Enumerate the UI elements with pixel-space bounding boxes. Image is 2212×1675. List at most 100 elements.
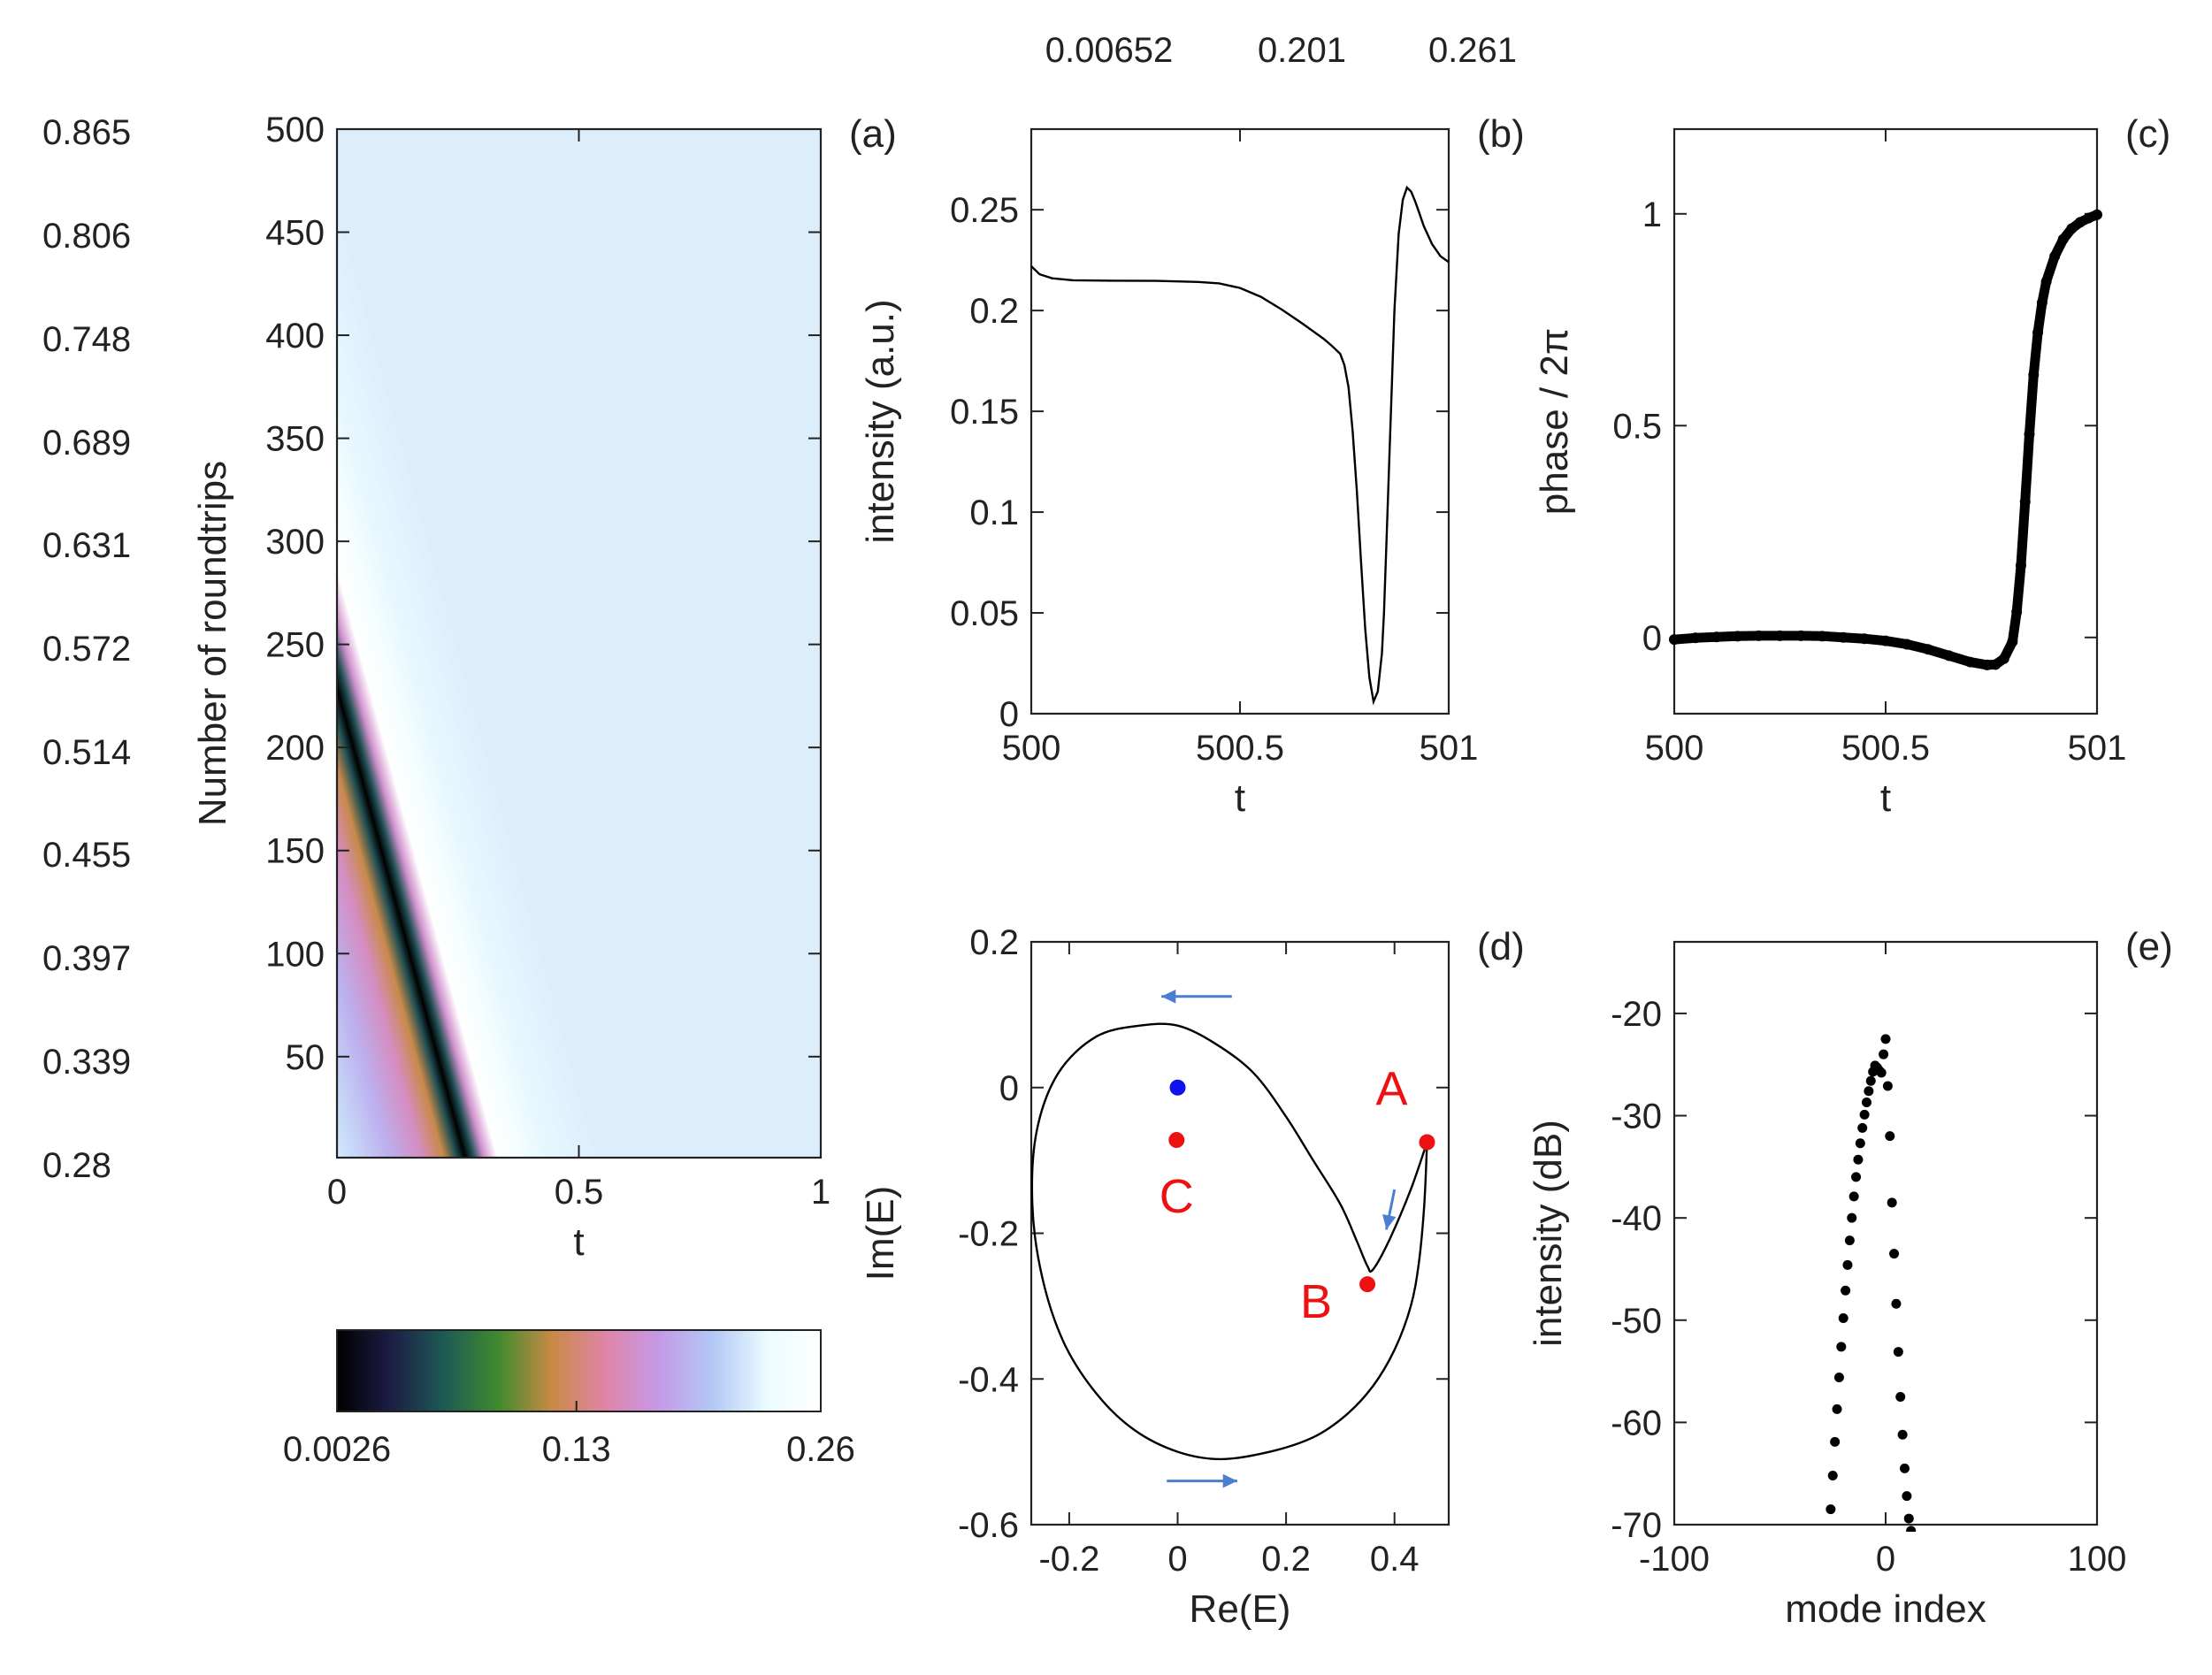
y-tick-label: 100	[265, 935, 325, 974]
spectrum-point	[1902, 1491, 1912, 1502]
y-tick-label: -60	[1611, 1403, 1662, 1442]
point-c	[1168, 1132, 1185, 1149]
phase-point	[2066, 223, 2078, 234]
y-tick-label: 1	[1642, 195, 1662, 234]
y-axis-label: intensity (dB)	[1527, 1120, 1570, 1347]
x-axis-label: t	[1235, 776, 1245, 820]
phase-point	[2011, 607, 2023, 618]
spectrum-point	[1876, 1067, 1887, 1078]
x-tick-label: 500	[1645, 729, 1704, 768]
spectrum-point	[1903, 1513, 1914, 1524]
y-tick-label: 0.1	[969, 493, 1019, 532]
phase-point	[1964, 656, 1976, 668]
panel-e-spectrum: -100 0 100 -70 -60 -50 -40 -30 -20 mode index inte…	[1527, 925, 2173, 1631]
spectrum-point	[1887, 1197, 1897, 1208]
y-tick-label: -0.6	[958, 1506, 1019, 1545]
y-tick-label: 0.05	[950, 594, 1019, 633]
spectrum-point	[1827, 1471, 1838, 1481]
x-tick-label: 501	[1420, 729, 1479, 768]
phase-point	[1774, 630, 1786, 641]
heatmap-band-group	[337, 129, 606, 1158]
y-tick-label: -0.2	[958, 1215, 1019, 1254]
y-tick-label: -20	[1611, 995, 1662, 1034]
spectrum-point	[1889, 1249, 1900, 1259]
panel-label: (e)	[2125, 925, 2173, 968]
point-label: C	[1160, 1170, 1194, 1223]
phase-point	[1981, 659, 1993, 670]
y-tick-label: -40	[1611, 1199, 1662, 1238]
phase-point	[1880, 635, 1891, 646]
spectrum-point	[1855, 1138, 1865, 1149]
spectrum-point	[1885, 1131, 1895, 1142]
y-tick-label: 0	[1642, 619, 1662, 658]
colorbar-bar	[336, 1329, 822, 1412]
phase-point	[1689, 632, 1701, 644]
top-value: 0.201	[1258, 31, 1346, 70]
colorbar: 0.0026 0.13 0.26	[283, 1329, 855, 1469]
spectrum-point	[1838, 1312, 1848, 1323]
intensity-series-line	[1030, 185, 1450, 706]
x-tick-label: 1	[811, 1173, 830, 1212]
phase-point	[2074, 217, 2086, 228]
phase-point	[1998, 653, 2009, 664]
y-tick-label: 450	[265, 214, 325, 253]
phase-point	[2092, 209, 2102, 220]
phase-point	[2040, 276, 2052, 287]
y-tick-label: 0	[999, 1069, 1019, 1108]
spectrum-body	[1825, 1034, 1917, 1532]
x-axis-label: t	[573, 1220, 584, 1264]
spectrum-point	[1832, 1403, 1842, 1414]
y-tick-label: 200	[265, 729, 325, 768]
arrow-head	[1382, 1213, 1397, 1230]
spectrum-point	[1906, 1526, 1917, 1532]
left-value: 0.631	[42, 526, 131, 565]
y-tick-label: 0.2	[969, 292, 1019, 331]
spectrum-point	[1895, 1391, 1906, 1402]
y-tick-label: 400	[265, 317, 325, 356]
x-tick-label: 0	[327, 1173, 347, 1212]
heatmap-band	[337, 129, 606, 1158]
x-tick-label: 0	[1876, 1540, 1895, 1579]
y-axis-label: phase / 2π	[1533, 328, 1576, 515]
y-tick-label: 0.15	[950, 393, 1019, 432]
spectrum-point	[1842, 1259, 1853, 1270]
left-value: 0.689	[42, 424, 131, 463]
phase-point	[1817, 631, 1828, 642]
y-axis-label: Number of roundtrips	[191, 461, 234, 826]
phase-point	[2028, 369, 2040, 380]
spectrum-point	[1851, 1172, 1862, 1182]
y-axis-label: Im(E)	[859, 1186, 902, 1281]
arrow-head	[1222, 1473, 1237, 1488]
phase-point	[1838, 631, 1849, 643]
left-value: 0.865	[42, 113, 131, 152]
spectrum-point	[1882, 1081, 1893, 1091]
left-values: 0.865 0.806 0.748 0.689 0.631 0.572 0.51…	[42, 113, 131, 1185]
phase-point	[1901, 639, 1912, 650]
phase-point	[2015, 560, 2026, 571]
spectrum-point	[1893, 1347, 1903, 1358]
top-value: 0.00652	[1045, 31, 1174, 70]
y-tick-label: -70	[1611, 1506, 1662, 1545]
axes-box	[1672, 940, 2099, 1526]
top-value: 0.261	[1428, 31, 1517, 70]
x-axis-label: mode index	[1785, 1587, 1986, 1631]
x-tick-label: 0.4	[1370, 1540, 1420, 1579]
phase-series-line	[1669, 210, 2102, 670]
x-tick-label: -100	[1639, 1540, 1710, 1579]
left-value: 0.514	[42, 733, 131, 772]
y-tick-label: -0.4	[958, 1360, 1019, 1399]
panel-c-phase: 500 500.5 501 0 0.5 1 t phase / 2π (c)	[1533, 112, 2170, 820]
phase-point	[1669, 634, 1680, 646]
colorbar-tick-label: 0.13	[542, 1430, 611, 1469]
x-tick-label: 0.5	[555, 1173, 604, 1212]
phase-point	[2083, 212, 2094, 224]
spectrum-point	[1864, 1086, 1874, 1097]
y-tick-label: 0.5	[1612, 407, 1662, 446]
colorbar-tick-label: 0.26	[786, 1430, 855, 1469]
y-tick-label: 0.2	[969, 923, 1019, 962]
arrow-head	[1161, 989, 1176, 1004]
y-tick-label: 250	[265, 626, 325, 665]
phase-point	[2024, 428, 2035, 440]
spectrum-point	[1865, 1075, 1876, 1086]
spectrum-point	[1847, 1212, 1857, 1223]
